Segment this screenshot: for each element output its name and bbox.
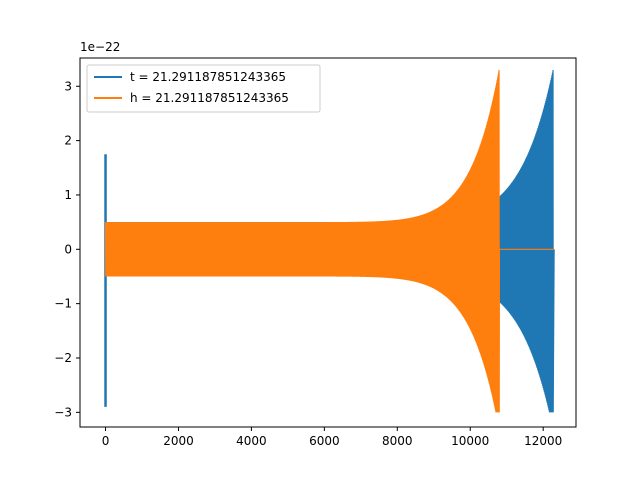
y-tick-label: 1 [64,188,72,202]
x-tick-label: 10000 [451,434,489,448]
x-tick-label: 12000 [524,434,562,448]
axes-frame [79,57,577,428]
y-tick-label: 0 [64,242,72,256]
series-h-line [104,69,555,413]
legend: t = 21.291187851243365 h = 21.2911878512… [86,64,321,113]
x-axis: 0 2000 4000 6000 8000 10000 12000 [102,427,562,448]
y-tick-label: 3 [64,79,72,93]
x-tick-label: 0 [102,434,110,448]
x-tick-label: 4000 [236,434,267,448]
series-layer [104,69,555,413]
y-axis: −3 −2 −1 0 1 2 3 [54,79,80,419]
legend-box [86,64,321,113]
y-tick-label: 2 [64,134,72,148]
x-tick-label: 2000 [163,434,194,448]
y-tick-label: −2 [54,351,72,365]
x-tick-label: 8000 [382,434,413,448]
y-tick-label: −3 [54,405,72,419]
x-tick-label: 6000 [309,434,340,448]
y-offset-label: 1e−22 [80,40,120,54]
legend-label-t: t = 21.291187851243365 [130,70,286,84]
legend-label-h: h = 21.291187851243365 [130,91,289,105]
y-tick-label: −1 [54,297,72,311]
